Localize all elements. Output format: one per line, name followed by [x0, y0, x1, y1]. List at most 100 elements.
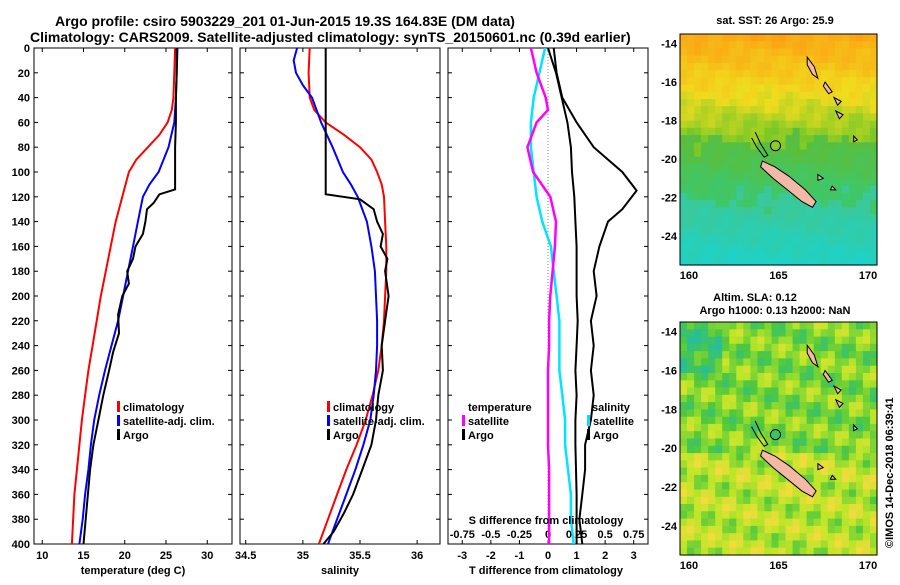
heatmap-cell	[870, 518, 878, 527]
heatmap-cell	[799, 171, 808, 179]
heatmap-cell	[722, 228, 730, 237]
legend-label-temperature: temperature	[468, 402, 532, 414]
heatmap-cell	[799, 525, 808, 534]
heatmap-cell	[750, 149, 758, 158]
heatmap-cell	[834, 351, 843, 359]
heatmap-cell	[715, 540, 723, 549]
heatmap-cell	[813, 228, 822, 237]
heatmap-cell	[806, 409, 815, 418]
heatmap-cell	[806, 207, 815, 216]
y-tick-label: 260	[12, 365, 30, 377]
heatmap-cell	[806, 185, 815, 194]
heatmap-cell	[680, 365, 688, 374]
heatmap-cell	[841, 482, 850, 491]
heatmap-cell	[870, 135, 878, 143]
heatmap-cell	[722, 178, 730, 187]
heatmap-cell	[680, 358, 688, 367]
heatmap-cell	[680, 482, 688, 491]
heatmap-cell	[694, 489, 702, 498]
heatmap-cell	[687, 41, 695, 49]
heatmap-cell	[820, 365, 829, 374]
heatmap-cell	[736, 380, 744, 389]
heatmap-cell	[848, 185, 857, 194]
heatmap-cell	[687, 171, 695, 179]
heatmap-cell	[764, 525, 772, 534]
heatmap-cell	[708, 77, 716, 86]
heatmap-cell	[785, 149, 794, 158]
heatmap-cell	[827, 178, 836, 187]
heatmap-cell	[785, 84, 794, 93]
heatmap-cell	[680, 214, 688, 223]
x-tick-label: 35.5	[349, 550, 370, 562]
heatmap-cell	[848, 547, 857, 556]
heatmap-cell	[827, 525, 836, 534]
legend-label-satellite: satellite-adj. clim.	[333, 416, 425, 428]
heatmap-cell	[820, 41, 829, 49]
heatmap-cell	[729, 547, 737, 556]
heatmap-cell	[694, 540, 702, 549]
heatmap-cell	[764, 250, 772, 259]
heatmap-cell	[785, 365, 794, 374]
heatmap-cell	[792, 394, 801, 403]
heatmap-cell	[701, 518, 709, 527]
heatmap-cell	[778, 192, 787, 201]
heatmap-cell	[708, 467, 716, 476]
heatmap-cell	[870, 460, 878, 469]
heatmap-cell	[694, 365, 702, 374]
heatmap-cell	[764, 178, 772, 187]
heatmap-cell	[736, 547, 744, 556]
heatmap-cell	[862, 149, 871, 158]
heatmap-cell	[848, 236, 857, 244]
heatmap-cell	[778, 214, 787, 223]
heatmap-cell	[743, 365, 751, 374]
heatmap-cell	[764, 236, 772, 244]
heatmap-cell	[701, 511, 709, 520]
heatmap-cell	[729, 70, 737, 78]
heatmap-cell	[862, 48, 871, 57]
y-tick-label: 60	[18, 117, 30, 129]
heatmap-cell	[708, 489, 716, 498]
heatmap-cell	[736, 423, 744, 432]
heatmap-cell	[862, 336, 871, 345]
sla-map-coastline	[751, 343, 859, 498]
heatmap-cell	[855, 91, 864, 100]
heatmap-cell	[750, 351, 758, 359]
heatmap-cell	[792, 518, 801, 527]
heatmap-cell	[771, 178, 780, 187]
heatmap-cell	[834, 358, 843, 367]
heatmap-cell	[785, 336, 794, 345]
sst-map-title: sat. SST: 26 Argo: 25.9	[716, 15, 834, 27]
heatmap-cell	[715, 482, 723, 491]
heatmap-cell	[736, 518, 744, 527]
heatmap-cell	[729, 525, 737, 534]
heatmap-cell	[743, 460, 751, 469]
heatmap-cell	[750, 336, 758, 345]
temperature-satellite-line	[78, 48, 179, 544]
heatmap-cell	[862, 192, 871, 201]
heatmap-cell	[848, 163, 857, 172]
heatmap-cell	[778, 41, 787, 49]
heatmap-cell	[757, 489, 765, 498]
heatmap-cell	[736, 257, 744, 266]
heatmap-cell	[708, 474, 716, 483]
heatmap-cell	[785, 41, 794, 49]
heatmap-cell	[820, 200, 829, 208]
heatmap-cell	[806, 533, 815, 542]
temperature-climatology-line	[70, 48, 177, 544]
legend-swatch-climatology	[327, 401, 330, 412]
heatmap-cell	[778, 185, 787, 194]
heatmap-cell	[715, 99, 723, 107]
heatmap-cell	[785, 504, 794, 512]
heatmap-cell	[778, 409, 787, 418]
heatmap-cell	[799, 387, 808, 396]
heatmap-cell	[680, 156, 688, 165]
heatmap-cell	[729, 496, 737, 505]
heatmap-cell	[750, 192, 758, 201]
heatmap-cell	[785, 540, 794, 549]
heatmap-cell	[778, 113, 787, 122]
heatmap-cell	[862, 106, 871, 114]
heatmap-cell	[764, 438, 772, 447]
heatmap-cell	[708, 91, 716, 100]
heatmap-cell	[764, 533, 772, 542]
heatmap-cell	[771, 48, 780, 57]
